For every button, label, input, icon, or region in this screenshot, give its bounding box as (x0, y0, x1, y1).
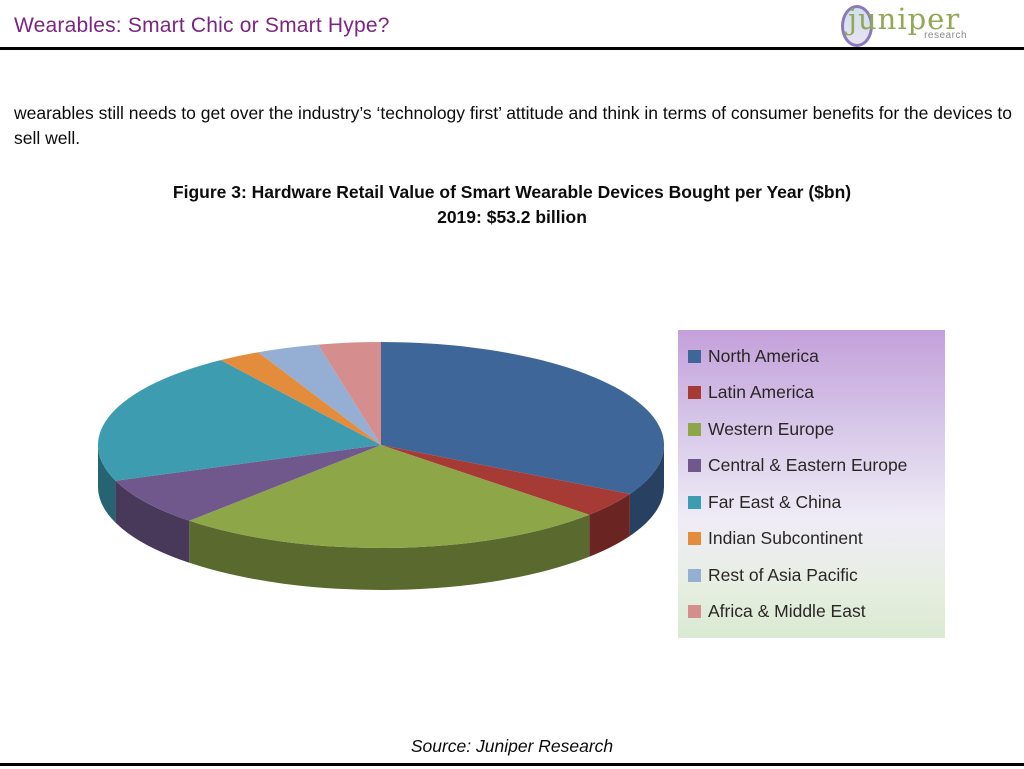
juniper-logo: juniper research (841, 2, 968, 47)
legend-swatch (688, 386, 701, 400)
legend-swatch (688, 459, 701, 473)
source-attribution: Source: Juniper Research (410, 736, 614, 756)
header-rule (0, 47, 1024, 50)
logo-word: juniper (848, 2, 961, 36)
page-title: Wearables: Smart Chic or Smart Hype? (14, 14, 390, 37)
legend-item: Latin America (688, 382, 935, 403)
legend-label: Far East & China (708, 491, 842, 512)
figure-title: Figure 3: Hardware Retail Value of Smart… (0, 180, 1024, 230)
legend-swatch (688, 568, 701, 582)
pie-slice-side (589, 494, 630, 557)
legend-swatch (688, 349, 701, 363)
legend-item: Rest of Asia Pacific (688, 565, 935, 586)
body-paragraph: wearables still needs to get over the in… (14, 103, 1013, 148)
pie-slice-side (98, 445, 116, 523)
pie-slice (258, 344, 381, 445)
pie-slice (115, 445, 381, 521)
logo-wordmark: juniper (841, 2, 961, 47)
legend-swatch (688, 495, 701, 509)
pie-slice (381, 342, 664, 495)
pie-slice (318, 342, 381, 445)
pie-slice-side (189, 514, 590, 590)
legend-label: Latin America (708, 382, 815, 403)
legend-swatch (688, 532, 701, 546)
legend-item: Far East & China (688, 492, 935, 513)
legend-label: Rest of Asia Pacific (708, 564, 858, 585)
pie-slice-side (115, 480, 190, 563)
legend-label: Africa & Middle East (708, 601, 866, 622)
legend-label: North America (708, 345, 819, 366)
legend-swatch (688, 605, 701, 619)
logo-ring-icon (841, 5, 873, 47)
pie-chart (86, 333, 686, 623)
pie-slice (381, 445, 630, 515)
figure-title-line2: 2019: $53.2 billion (437, 207, 587, 227)
legend-item: Indian Subcontinent (688, 528, 935, 549)
figure-title-line1: Figure 3: Hardware Retail Value of Smart… (172, 182, 852, 202)
legend-item: North America (688, 346, 935, 367)
pie-slice (220, 352, 381, 445)
pie-chart-svg (98, 342, 664, 590)
chart-legend: North America Latin America Western Euro… (678, 330, 945, 638)
legend-swatch (688, 422, 701, 436)
pie-slice-side (629, 445, 664, 537)
pie-slice (98, 360, 382, 481)
legend-label: Central & Eastern Europe (708, 455, 908, 476)
legend-label: Indian Subcontinent (708, 528, 863, 549)
legend-item: Africa & Middle East (688, 601, 935, 622)
logo-subtext: research (924, 30, 967, 41)
legend-item: Western Europe (688, 419, 935, 440)
legend-item: Central & Eastern Europe (688, 455, 935, 476)
footer-rule (0, 763, 1024, 766)
legend-label: Western Europe (708, 418, 835, 439)
pie-slice (189, 445, 590, 548)
